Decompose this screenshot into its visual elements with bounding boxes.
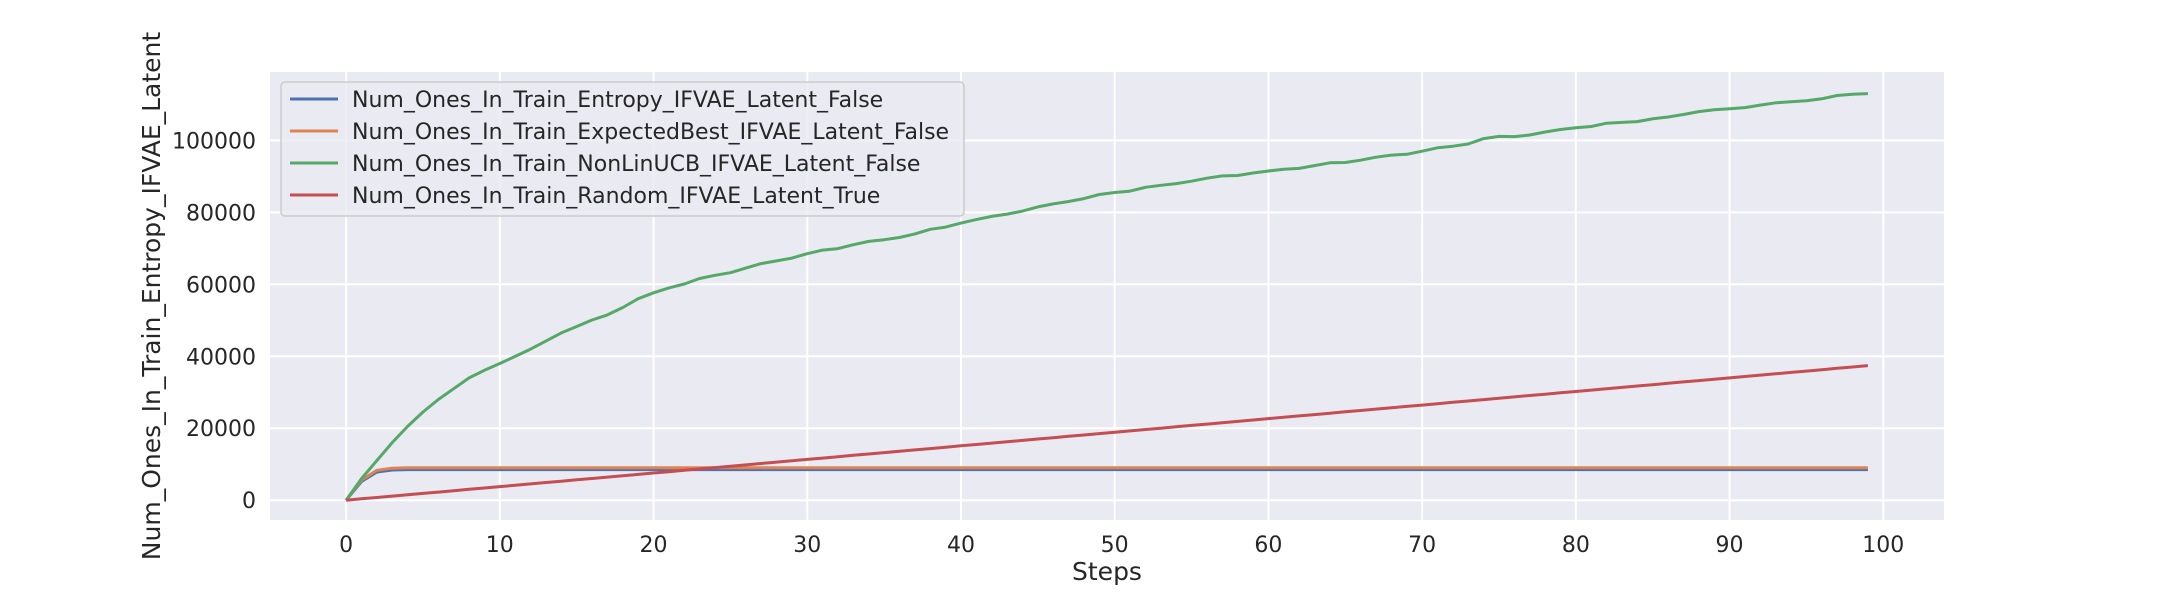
tick-labels: 0 10 20 30 40 50 60 70 80 90 100 0 20000 40000 60000 80… xyxy=(172,129,1904,558)
x-tick-label: 60 xyxy=(1254,533,1282,558)
x-tick-label: 30 xyxy=(793,533,821,558)
y-tick-label: 20000 xyxy=(186,417,256,442)
x-tick-label: 70 xyxy=(1408,533,1436,558)
series-lines xyxy=(344,92,1869,502)
x-tick-label: 0 xyxy=(339,533,353,558)
series-line-0 xyxy=(344,468,1868,502)
series-line-2 xyxy=(344,92,1868,502)
legend-label: Num_Ones_In_Train_NonLinUCB_IFVAE_Latent… xyxy=(352,152,920,177)
legend-label: Num_Ones_In_Train_Random_IFVAE_Latent_Tr… xyxy=(352,184,880,209)
series-line-1 xyxy=(344,466,1868,502)
series-line-3 xyxy=(345,364,1869,502)
y-tick-label: 60000 xyxy=(186,273,256,298)
legend: Num_Ones_In_Train_Entropy_IFVAE_Latent_F… xyxy=(280,81,965,217)
legend-box xyxy=(280,81,965,217)
x-tick-label: 40 xyxy=(947,533,975,558)
x-tick-label: 90 xyxy=(1716,533,1744,558)
legend-label: Num_Ones_In_Train_ExpectedBest_IFVAE_Lat… xyxy=(352,120,949,145)
x-tick-label: 100 xyxy=(1862,533,1904,558)
x-tick-label: 80 xyxy=(1562,533,1590,558)
y-tick-label: 0 xyxy=(242,489,256,514)
x-tick-label: 10 xyxy=(486,533,514,558)
legend-label: Num_Ones_In_Train_Entropy_IFVAE_Latent_F… xyxy=(352,88,883,113)
x-tick-label: 50 xyxy=(1101,533,1129,558)
y-tick-label: 100000 xyxy=(172,129,256,154)
y-tick-label: 40000 xyxy=(186,345,256,370)
y-axis-title: Num_Ones_In_Train_Entropy_IFVAE_Latent xyxy=(137,32,166,561)
x-axis-title: Steps xyxy=(1072,557,1142,586)
x-tick-label: 20 xyxy=(640,533,668,558)
y-tick-label: 80000 xyxy=(186,201,256,226)
